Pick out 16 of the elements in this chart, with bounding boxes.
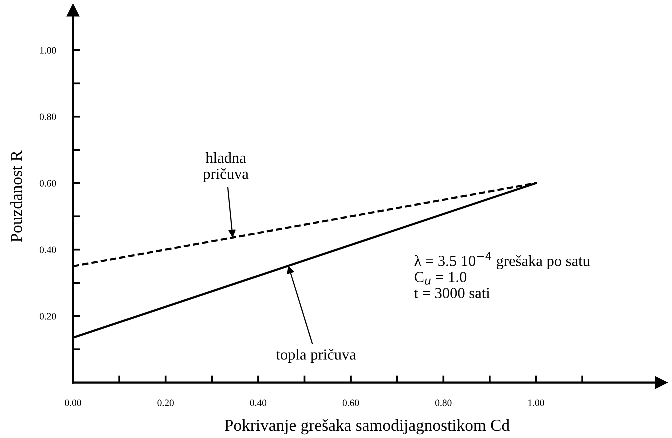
y-tick-label: 0.40 <box>40 246 56 254</box>
text: λ = 3.5 10$^{−4}$ grešaka po satu C$_{u}$ = 1.0 t = 3000 sati <box>414 252 590 298</box>
y-tick-label: 0.20 <box>40 313 56 320</box>
y-tick-label: 0.60 <box>40 180 56 187</box>
x-tick-label: 0.80 <box>436 400 452 406</box>
annotation: topla pričuva <box>276 349 356 364</box>
x-axis-title: Pokrivanje grešaka samodijagnostikom Cd <box>224 419 510 435</box>
x-tick-label: 0.40 <box>250 400 267 406</box>
x-tick-label: 0.20 <box>158 400 174 406</box>
y-tick-label: 1.00 <box>40 47 56 54</box>
y-tick-label: 0.80 <box>40 114 56 120</box>
y-axis-title: Pouzdanost R <box>10 150 22 242</box>
x-tick-label: 0.00 <box>65 400 82 406</box>
x-tick-label: 1.00 <box>528 400 544 406</box>
annotation: hladna pričuva <box>203 152 249 182</box>
x-tick-label: 0.60 <box>342 400 360 406</box>
